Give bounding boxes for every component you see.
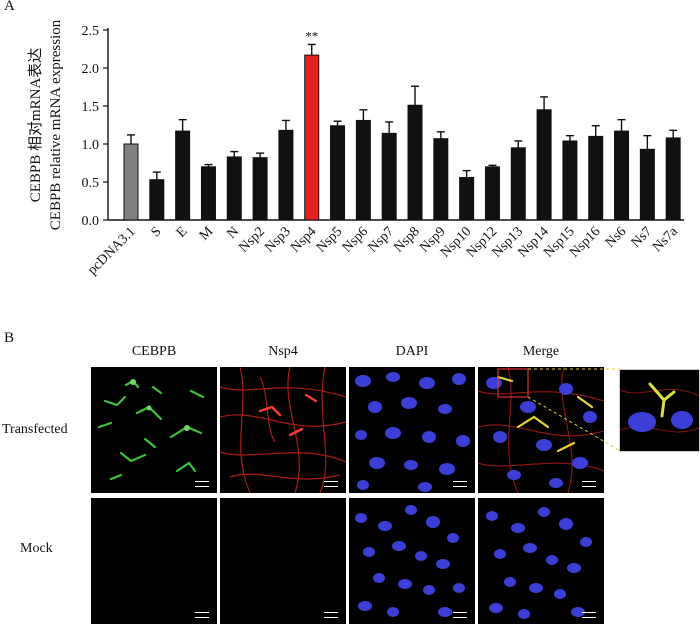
bar-Nsp8 [407,104,423,221]
bar-Ns6 [614,130,630,221]
x-tick-label: Ns6 [603,224,630,251]
bar-Nsp10 [459,176,475,221]
bar-Nsp6 [355,119,371,221]
bar-N [226,156,242,221]
x-tick-label: Nsp5 [314,224,346,256]
significance-annotation: ** [305,28,318,43]
image-mock-dapi [349,498,475,624]
x-tick-label: N [224,224,242,242]
bar-Nsp2 [252,157,268,221]
row-label-mock: Mock [20,541,53,556]
bar-Nsp3 [278,129,294,221]
y-tick-label: 1.0 [82,138,100,153]
scale-bar [582,481,596,487]
scale-bar [324,612,338,618]
bar-M [200,166,216,221]
bar-Nsp15 [562,140,578,221]
y-axis-label-cn: CEBPB 相对mRNA表达 [27,48,44,203]
bar-Nsp13 [510,147,526,221]
bar-Nsp5 [330,125,346,221]
image-transfected-dapi [349,367,475,493]
bar-Ns7 [639,148,655,221]
panel-a-label: A [4,0,15,14]
x-tick-label: pcDNA3.1 [85,224,139,278]
panel-b-label: B [4,330,15,346]
image-mock-merge [478,498,604,624]
y-tick-label: 1.5 [82,100,100,115]
y-tick-label: 0.0 [82,214,100,229]
bar-Nsp9 [433,138,449,221]
x-tick-label: E [174,224,191,241]
x-tick-label: Ns7a [650,224,682,256]
x-tick-label: S [149,224,165,240]
column-header-merge: Merge [522,344,560,359]
bar-chart: 0.0 0.5 1.0 1.5 2.0 2.5 CEBPB 相对mRNA表达 CEBPB re… [27,19,684,278]
x-tick-label: Nsp4 [288,224,320,256]
scale-bar [324,481,338,487]
scale-bar [453,481,467,487]
column-header-dapi: DAPI [395,344,429,359]
bar-Nsp12 [484,166,500,221]
bar-Ns7a [665,137,681,221]
bar-Nsp14 [536,109,552,221]
image-transfected-merge [478,367,604,493]
x-tick-label: Nsp7 [365,224,397,256]
bar-E [175,130,191,221]
scale-bar [195,481,209,487]
image-mock-cebpb [91,498,217,624]
y-axis-label-en: CEBPB relative mRNA expression [48,19,64,230]
y-tick-label: 0.5 [82,176,100,191]
image-transfected-nsp4 [220,367,346,493]
x-tick-label: Nsp8 [391,224,423,256]
scale-bar [453,612,467,618]
bar-pcDNA3.1 [123,143,139,221]
column-header-nsp4: Nsp4 [268,344,298,359]
x-tick-label: Nsp3 [262,224,294,256]
column-header-cebpb: CEBPB [131,344,177,359]
bar-Nsp7 [381,132,397,221]
image-mock-nsp4 [220,498,346,624]
y-tick-label: 2.5 [82,24,100,39]
scale-bar [582,612,596,618]
scale-bar [195,612,209,618]
y-tick-label: 2.0 [82,62,100,77]
bar-Nsp16 [588,135,604,221]
x-tick-label: M [197,224,217,244]
image-transfected-cebpb [91,367,217,493]
bar-S [149,179,165,221]
merge-zoom-inset [619,369,700,452]
x-tick-label: Nsp6 [340,224,372,256]
x-tick-label: Nsp2 [236,224,268,256]
bar-Nsp4 [304,54,320,221]
row-label-transfected: Transfected [2,422,68,437]
